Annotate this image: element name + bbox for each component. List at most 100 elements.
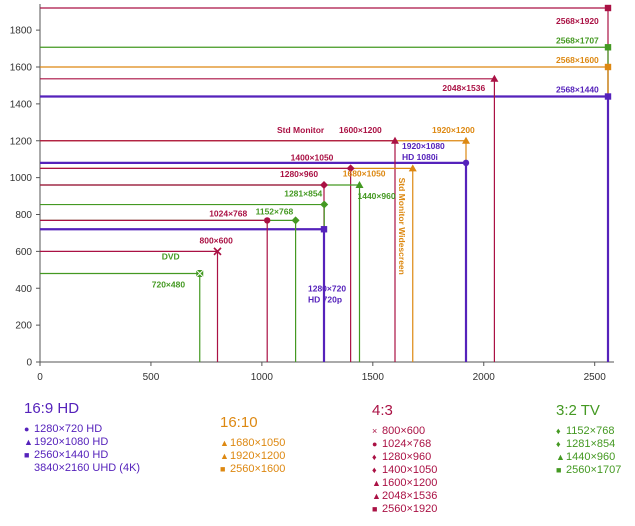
- data-point: [604, 44, 612, 51]
- legend-4-3: 4:3 × 800×600 ● 1024×768 ♦ 1280×960 ♦ 1400×1050 ▲…: [372, 402, 437, 516]
- data-point: [462, 159, 470, 167]
- legend-title: 16:9 HD: [24, 400, 80, 417]
- data-point: [604, 63, 612, 71]
- legend-marker-icon: ♦: [372, 465, 377, 475]
- point-label: 1152×768: [256, 206, 294, 216]
- data-point: [490, 74, 499, 82]
- legend-item: 3840×2160 UHD (4K): [24, 462, 140, 475]
- legend-item-label: 1280×720 HD: [34, 423, 103, 435]
- legend-item-label: 2560×1707: [566, 464, 622, 476]
- point-label: 2568×1600: [556, 55, 599, 65]
- y-tick-label: 200: [15, 321, 32, 332]
- legend-item-label: 1920×1080 HD: [34, 436, 109, 448]
- data-point: [291, 216, 300, 225]
- legend-marker-icon: ♦: [372, 452, 377, 462]
- data-point: [264, 217, 271, 224]
- legend-16-10: 16:10 ▲1680×1050 ▲1920×1200 ■ 2560×1600: [220, 414, 285, 476]
- y-tick-label: 0: [26, 358, 32, 369]
- legend-item-label: 3840×2160 UHD (4K): [34, 462, 141, 474]
- annotation-std-monitor-widescreen: Std Monitor Widescreen: [397, 178, 407, 275]
- data-point: [213, 247, 222, 256]
- legend-item-label: 1600×1200: [382, 477, 438, 489]
- legend-marker-icon: ■: [556, 465, 562, 475]
- legend-marker-icon: ●: [372, 439, 378, 449]
- legend-3-2: 3:2 TV ♦ 1152×768 ♦ 1281×854 ▲1440×960 ■ 2560×1…: [556, 402, 621, 477]
- point-label: 2568×1920: [556, 16, 599, 26]
- legend-marker-icon: ▲: [220, 438, 229, 448]
- legend-item: ♦ 1400×1050: [372, 464, 437, 477]
- legend-marker-icon: ●: [24, 424, 30, 434]
- data-point: [355, 181, 364, 188]
- legend-item-label: 1680×1050: [230, 437, 286, 449]
- legend-marker-icon: ■: [24, 450, 30, 460]
- y-tick-label: 1000: [10, 173, 33, 184]
- point-label: HD 1080i: [402, 152, 438, 162]
- legend-marker-icon: ▲: [556, 452, 565, 462]
- annotation-dvd: DVD: [162, 252, 180, 262]
- data-point: [320, 200, 329, 209]
- resolution-outline: [40, 250, 219, 362]
- point-label: 1280×720: [308, 283, 346, 293]
- legend-item: ♦ 1281×854: [556, 438, 621, 451]
- point-label: 1024×768: [209, 208, 247, 218]
- legend-marker-icon: ♦: [556, 426, 561, 436]
- legend-marker-icon: ×: [372, 426, 378, 436]
- legend-item: ▲1920×1080 HD: [24, 436, 140, 449]
- legend-item-label: 2560×1600: [230, 463, 286, 475]
- data-point: [346, 164, 355, 173]
- legend-item: ■ 2560×1600: [220, 463, 285, 476]
- legend-item-label: 1152×768: [566, 425, 615, 437]
- x-tick-label: 2500: [584, 372, 607, 383]
- legend-marker-icon: ▲: [24, 437, 33, 447]
- legend-item: × 800×600: [372, 425, 437, 438]
- legend-item: ▲1680×1050: [220, 437, 285, 450]
- annotation-std-monitor: Std Monitor: [277, 125, 325, 135]
- data-point: [604, 4, 612, 12]
- x-tick-label: 0: [37, 372, 43, 383]
- legend-item-label: 2560×1440 HD: [34, 449, 109, 461]
- point-label: 1600×1200: [339, 125, 382, 135]
- legend-item: ■ 2560×1440 HD: [24, 449, 140, 462]
- legend-16-9: 16:9 HD ● 1280×720 HD ▲1920×1080 HD ■ 2560×14…: [24, 400, 140, 475]
- point-label: 2568×1707: [556, 35, 599, 45]
- y-tick-label: 1400: [10, 99, 33, 110]
- legend-item: ▲1920×1200: [220, 450, 285, 463]
- legend-item-label: 1281×854: [566, 438, 616, 450]
- legend-marker-icon: ▲: [372, 491, 381, 501]
- point-label: 2568×1440: [556, 85, 599, 95]
- x-tick-label: 2000: [473, 372, 496, 383]
- point-label: 1440×960: [358, 191, 396, 201]
- legend-item: ♦ 1152×768: [556, 425, 621, 438]
- legend-item-label: 800×600: [382, 425, 426, 437]
- point-label: 1281×854: [284, 189, 322, 199]
- x-tick-label: 1000: [251, 372, 274, 383]
- data-point: [604, 93, 612, 100]
- resolution-outline: [40, 228, 326, 362]
- y-tick-label: 1600: [10, 63, 33, 74]
- y-tick-label: 800: [15, 210, 32, 221]
- legend-item-label: 2048×1536: [382, 490, 438, 502]
- legend-item-label: 1920×1200: [230, 450, 286, 462]
- point-label: 1920×1080: [402, 141, 445, 151]
- legend-marker-icon: ■: [220, 464, 226, 474]
- resolution-outline: [40, 219, 268, 362]
- data-point: [462, 136, 470, 144]
- resolution-outline: [40, 219, 297, 362]
- data-point: [391, 136, 399, 144]
- legend-item: ● 1024×768: [372, 438, 437, 451]
- legend-item-label: 1024×768: [382, 438, 432, 450]
- legend-marker-icon: ■: [372, 504, 378, 514]
- point-label: HD 720p: [308, 294, 342, 304]
- data-point-cross: [195, 269, 204, 278]
- legend-marker-icon: ▲: [372, 478, 381, 488]
- legend-item: ▲1600×1200: [372, 477, 437, 490]
- point-label: 800×600: [200, 235, 234, 245]
- legend-item: ▲2048×1536: [372, 490, 437, 503]
- x-tick-label: 500: [143, 372, 160, 383]
- legend-marker-icon: ▲: [220, 451, 229, 461]
- y-tick-label: 1200: [10, 136, 33, 147]
- legend-item: ■ 2560×1920: [372, 503, 437, 516]
- legend-item-label: 1280×960: [382, 451, 432, 463]
- x-tick-label: 1500: [362, 372, 385, 383]
- data-point: [408, 164, 417, 172]
